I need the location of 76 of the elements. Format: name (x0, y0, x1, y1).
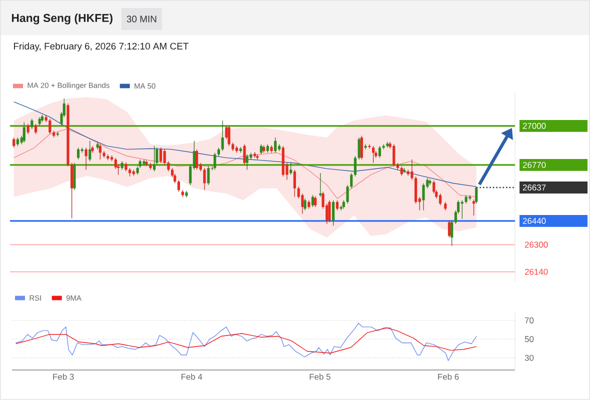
candlestick (422, 182, 425, 211)
candlestick (311, 194, 314, 208)
x-tick-label: Feb 5 (310, 374, 330, 380)
candlestick (368, 144, 371, 149)
candlestick (243, 144, 246, 165)
candlestick (203, 168, 206, 190)
candlestick (475, 186, 478, 204)
candlestick (332, 200, 335, 226)
candlestick (448, 220, 451, 238)
chart-title: Hang Seng (HKFE) (12, 14, 112, 24)
y-tick-label: 26300 (524, 242, 548, 248)
candlestick (221, 120, 224, 152)
candlestick (372, 146, 375, 164)
candlestick (22, 122, 26, 143)
candlestick (410, 159, 414, 180)
x-tick-label: Feb 6 (438, 374, 459, 380)
candlestick (124, 162, 128, 172)
candlestick (360, 135, 363, 160)
candlestick (260, 144, 263, 155)
candlestick (30, 118, 34, 130)
candlestick (246, 154, 248, 170)
candlestick (70, 162, 74, 219)
candlestick (364, 144, 367, 150)
candlestick (346, 184, 349, 204)
x-tick-label: Feb 3 (53, 374, 74, 380)
candlestick (336, 200, 339, 211)
candlestick (34, 124, 38, 134)
candlestick (304, 198, 306, 211)
candlestick (167, 160, 170, 172)
y-tick-label: 50 (524, 336, 534, 342)
candlestick (48, 118, 52, 134)
chart-subtitle: Friday, February 6, 2026 7:12:10 AM CET (14, 42, 188, 52)
y-tick-label: 70 (524, 317, 534, 324)
candlestick (76, 147, 80, 160)
candlestick (98, 144, 102, 160)
candlestick (350, 172, 353, 189)
candlestick (378, 146, 382, 158)
candlestick (228, 125, 230, 146)
candlestick (400, 166, 403, 176)
y-tick-label: 26637 (522, 184, 546, 190)
candlestick (274, 137, 277, 154)
candlestick (214, 152, 216, 170)
candlestick (177, 180, 180, 192)
candlestick (354, 156, 357, 177)
candlestick (414, 176, 418, 204)
candlestick (159, 147, 162, 164)
y-tick-label: 26770 (522, 162, 546, 168)
y-tick-label: 26440 (522, 218, 546, 224)
candlestick (428, 178, 432, 186)
candlestick (163, 149, 166, 165)
candlestick (450, 220, 454, 246)
candlestick (328, 200, 331, 223)
candlestick (290, 162, 292, 176)
candlestick (293, 169, 296, 198)
candlestick (195, 149, 198, 170)
x-tick-label: Feb 4 (182, 374, 202, 380)
line-series (15, 322, 477, 361)
candlestick (153, 146, 156, 172)
candlestick (314, 196, 317, 208)
y-tick-label: 27000 (522, 122, 546, 129)
candlestick (84, 147, 88, 170)
candlestick (26, 124, 30, 134)
line-series (14, 101, 477, 188)
candlestick (73, 162, 76, 190)
candlestick (207, 166, 210, 186)
candlestick (358, 137, 360, 160)
candlestick (88, 140, 92, 162)
y-tick-label: 30 (524, 354, 534, 361)
candlestick (392, 144, 396, 167)
text: 30 MIN (126, 16, 156, 22)
y-tick-label: 26140 (524, 268, 548, 275)
line-series (15, 328, 477, 354)
candlestick (145, 160, 148, 167)
candlestick (439, 193, 442, 206)
candlestick (12, 137, 16, 148)
line-series (14, 128, 477, 199)
